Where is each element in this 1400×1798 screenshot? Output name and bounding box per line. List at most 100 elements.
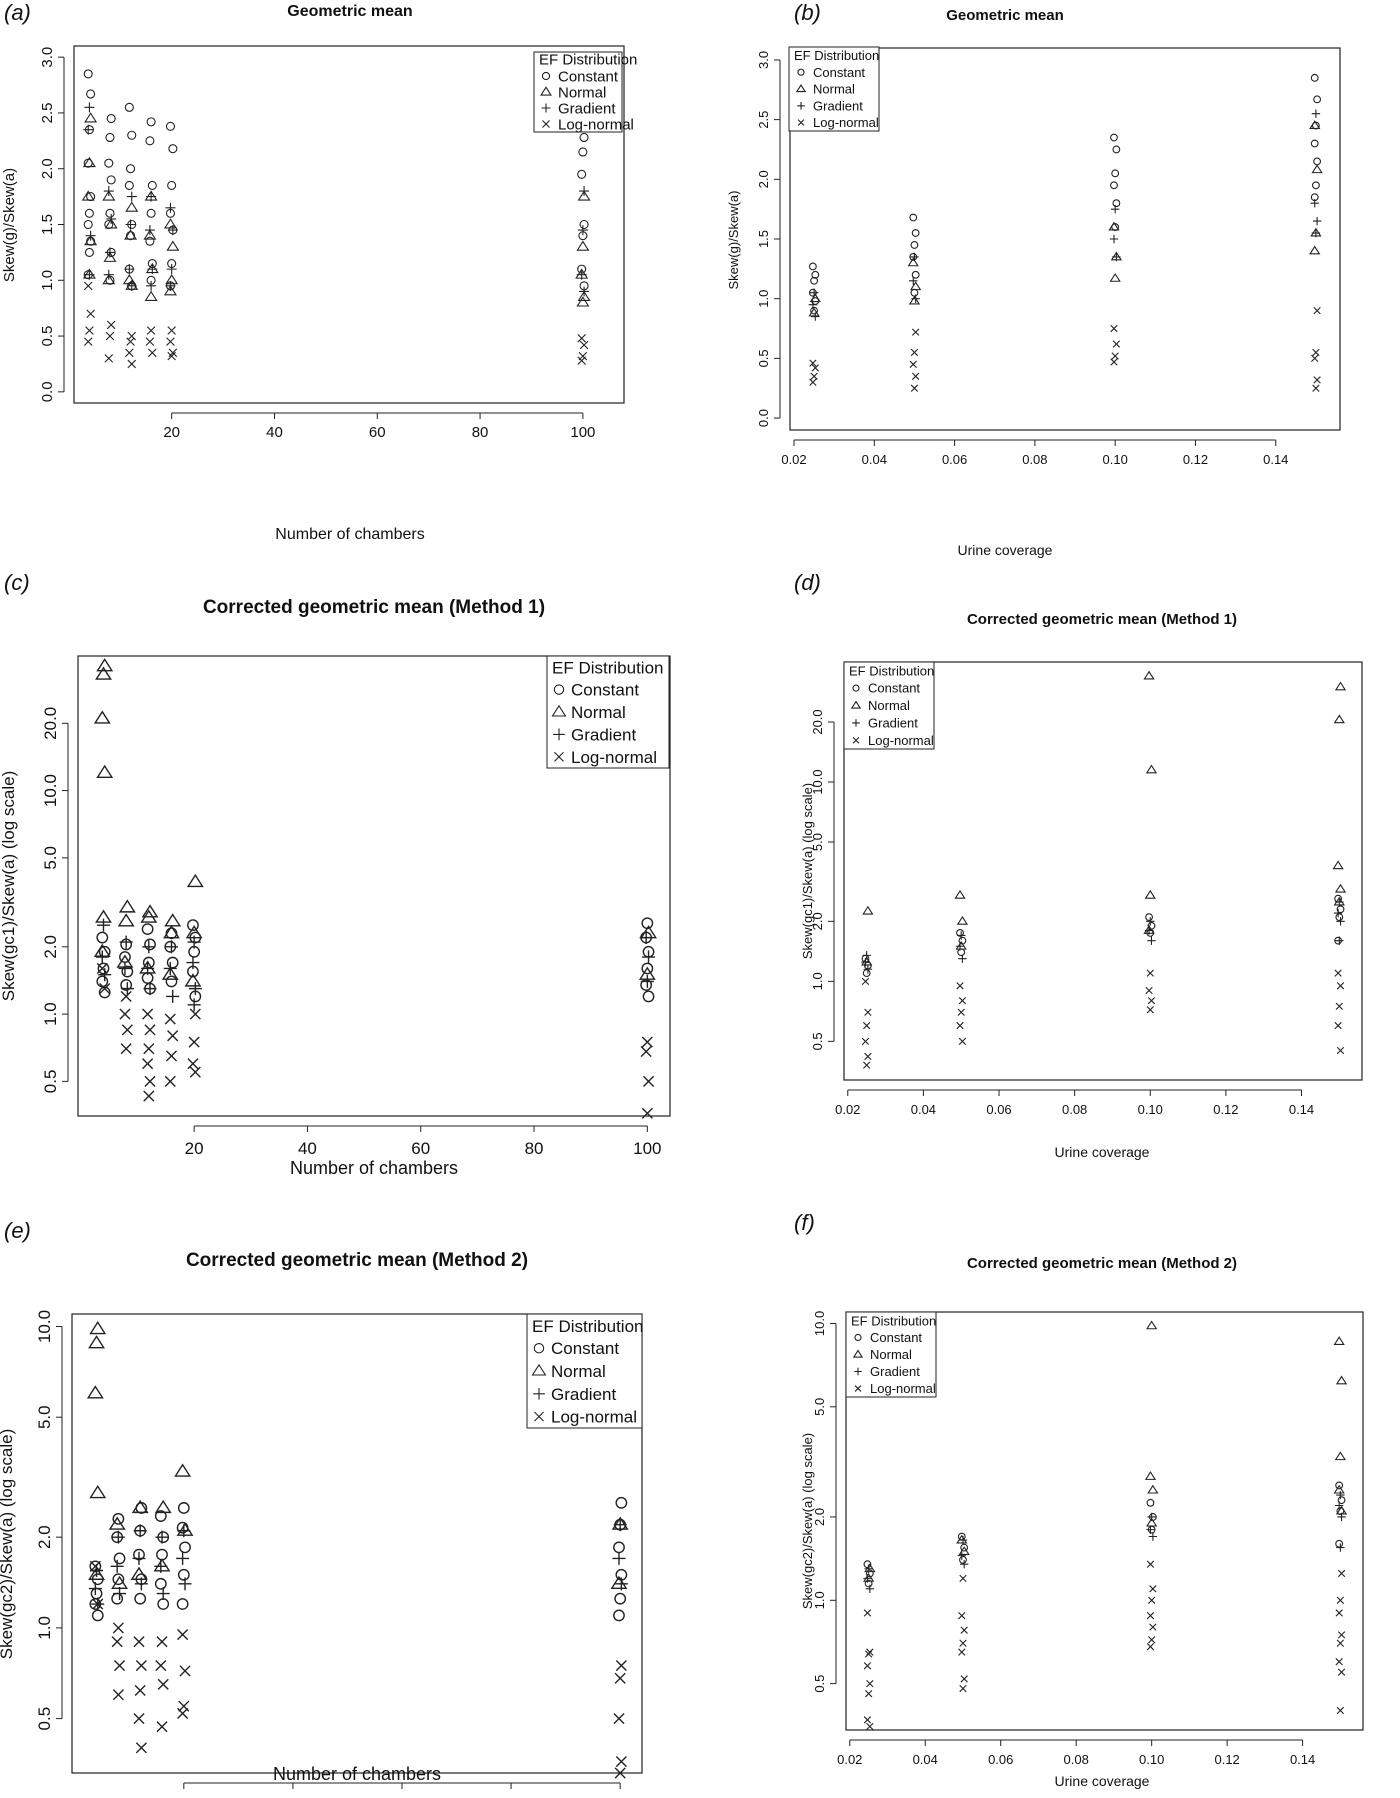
data-point-plus <box>861 957 870 967</box>
chart-title: Corrected geometric mean (Method 1) <box>203 597 545 618</box>
data-point-circle <box>84 247 94 257</box>
data-point-plus <box>120 982 134 996</box>
data-point-circle <box>176 1598 189 1610</box>
data-point-cross <box>911 328 920 336</box>
series-gradient <box>808 109 1322 321</box>
data-point-cross <box>866 1679 874 1688</box>
data-point-circle <box>112 1573 125 1586</box>
data-point-cross <box>156 1721 168 1733</box>
data-point-circle <box>187 919 199 932</box>
data-point-circle <box>1110 133 1118 142</box>
y-tick-label: 0.0 <box>39 381 56 402</box>
data-point-plus <box>1334 1501 1344 1510</box>
data-point-cross <box>146 326 156 335</box>
data-point-cross <box>187 1058 199 1070</box>
data-point-circle <box>165 927 178 940</box>
data-point-plus <box>809 288 819 297</box>
data-point-plus <box>146 191 157 202</box>
data-point-circle <box>810 306 818 315</box>
y-axis-label: Skew(gc2)/Skew(a) (log scale) <box>800 1433 815 1609</box>
x-axis-label: Urine coverage <box>1055 1773 1150 1789</box>
data-point-circle <box>144 938 156 951</box>
x-tick-label: 0.14 <box>1290 1752 1315 1767</box>
data-point-plus <box>1148 1532 1158 1541</box>
x-tick-label: 0.08 <box>1022 452 1047 467</box>
data-point-plus <box>862 951 871 960</box>
data-point-plus <box>1144 926 1154 935</box>
y-tick-label: 1.0 <box>41 1002 60 1026</box>
data-point-cross <box>909 360 917 369</box>
data-point-triangle <box>955 940 967 950</box>
data-point-plus <box>167 225 178 236</box>
data-point-triangle <box>86 1385 104 1399</box>
data-point-cross <box>134 1684 146 1697</box>
data-point-cross <box>956 982 964 990</box>
data-point-circle <box>1313 157 1322 166</box>
data-point-plus <box>96 918 110 932</box>
plot-frame <box>77 655 671 1117</box>
y-tick-label: 1.0 <box>810 972 825 990</box>
data-point-circle <box>1145 913 1153 922</box>
data-point-cross <box>166 337 175 346</box>
data-point-triangle <box>1145 764 1158 774</box>
series-gradient <box>861 897 1345 974</box>
data-point-triangle <box>140 909 158 923</box>
data-point-plus <box>133 1524 147 1538</box>
data-point-cross <box>105 331 115 341</box>
x-tick-label: 0.04 <box>911 1102 936 1117</box>
data-point-plus <box>187 998 201 1012</box>
data-point-plus <box>124 264 135 275</box>
data-point-cross <box>613 1713 625 1725</box>
data-point-triangle <box>144 290 158 301</box>
data-point-cross <box>863 1716 872 1724</box>
data-point-plus <box>103 186 114 197</box>
data-point-plus <box>863 1574 872 1583</box>
data-point-circle <box>641 962 654 975</box>
data-point-cross <box>1146 1612 1155 1620</box>
data-point-circle <box>1335 913 1344 922</box>
data-point-triangle <box>576 240 590 251</box>
data-point-cross <box>1111 352 1119 360</box>
data-point-cross <box>579 340 589 350</box>
data-point-cross <box>148 348 157 358</box>
data-point-circle <box>83 219 93 230</box>
data-point-plus <box>1146 917 1155 926</box>
data-point-triangle <box>163 218 177 229</box>
data-point-circle <box>177 1568 190 1581</box>
data-point-plus <box>106 213 117 224</box>
x-axis-label: Urine coverage <box>958 542 1053 558</box>
data-point-triangle <box>95 666 112 680</box>
data-point-circle <box>90 1587 103 1600</box>
plot-frame <box>73 45 625 404</box>
data-point-cross <box>1336 1639 1345 1647</box>
data-point-cross <box>156 1636 168 1648</box>
data-point-cross <box>127 331 137 341</box>
plot-frame <box>843 661 1363 1081</box>
data-point-circle <box>165 121 176 131</box>
legend: EF DistributionConstantNormalGradientLog… <box>533 51 637 133</box>
legend-label: Constant <box>558 68 619 85</box>
data-point-circle <box>98 986 111 999</box>
legend-marker-circle <box>852 684 860 692</box>
data-point-plus <box>154 1559 168 1573</box>
y-tick-label: 5.0 <box>812 1398 827 1416</box>
data-point-circle <box>1146 1498 1155 1507</box>
chart-title: Geometric mean <box>946 7 1064 24</box>
data-point-cross <box>112 1622 124 1634</box>
data-point-cross <box>113 1659 126 1672</box>
data-point-triangle <box>1144 1471 1157 1480</box>
data-point-triangle <box>1109 272 1121 282</box>
legend-marker-cross <box>854 1385 862 1392</box>
x-tick-label: 80 <box>525 1139 544 1158</box>
data-point-circle <box>1312 181 1320 190</box>
data-point-circle <box>177 1502 190 1514</box>
data-point-cross <box>1335 1658 1343 1666</box>
data-point-cross <box>1312 348 1320 357</box>
data-point-circle <box>577 169 587 179</box>
data-point-plus <box>164 940 178 954</box>
x-axis-label: Number of chambers <box>275 526 424 543</box>
series-constant <box>83 69 589 291</box>
legend-label: Log-normal <box>868 733 934 748</box>
data-point-cross <box>165 1050 178 1062</box>
data-point-cross <box>958 1648 966 1656</box>
